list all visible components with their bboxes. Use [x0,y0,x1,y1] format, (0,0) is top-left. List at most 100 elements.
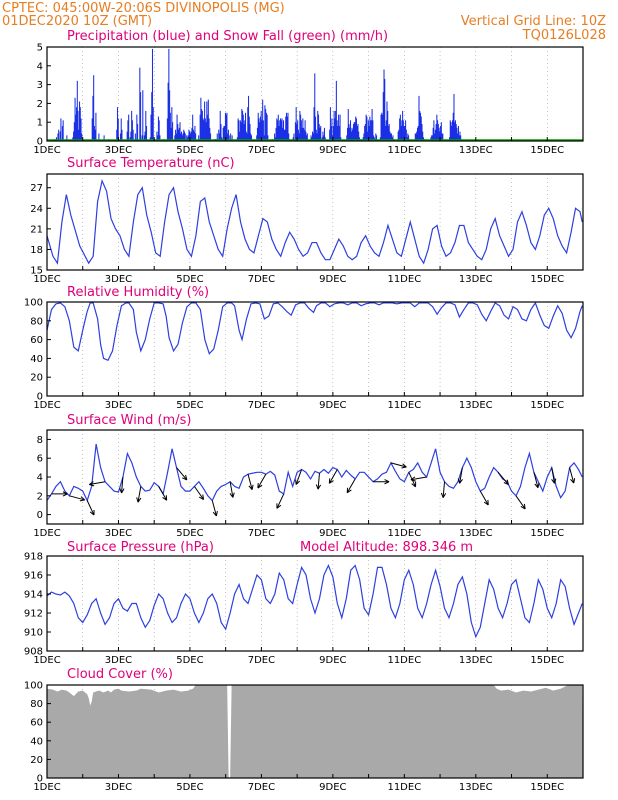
precip-bar [189,133,191,141]
x-tick-label: 3DEC [105,274,132,285]
x-tick-label: 3DEC [105,528,132,539]
precip-bar [285,116,287,141]
precip-bar [419,110,421,141]
precip-bar [406,137,408,141]
precip-bar [174,135,176,141]
precip-bar [457,133,459,141]
precip-bar [62,120,64,141]
precip-bar [120,118,122,141]
precip-bar [239,120,241,141]
precip-bar [390,133,392,141]
precip-bar [440,125,442,141]
precip-bar [297,129,299,141]
temp-line [46,178,583,265]
precip-bar [335,80,337,141]
wind-arrow [257,473,267,489]
precip-bar [313,107,315,141]
precip-bar [218,129,220,141]
x-tick-label: 3DEC [105,400,132,411]
y-tick-label: 80 [30,316,43,327]
precip-bar [250,133,252,141]
wind-arrow [121,476,124,493]
precip-bar [301,127,303,141]
precip-bar [278,125,280,141]
precip-bar [172,122,174,141]
precip-bar [260,110,262,141]
wind-arrowhead [410,476,416,482]
x-tick-label: 1DEC [33,782,60,793]
precip-bar [200,97,202,141]
precip-bar [204,101,206,141]
x-tick-label: 5DEC [176,655,203,666]
precip-bar [66,135,68,141]
precip-bar [219,110,221,141]
precip-bar [128,114,130,141]
precip-bar [91,118,93,141]
header-grid-note: Vertical Grid Line: 10Z [461,14,606,29]
precip-bar [140,92,142,141]
precip-bar [304,120,306,141]
precip-panel: 0 1 2 3 4 5 1DEC 3DEC 5DEC 7DEC 9DEC 11DEC 13DEC 15DE… [33,43,584,156]
wind-arrowhead [328,478,334,484]
precip-bar [167,82,169,141]
precip-bar [457,125,459,141]
x-tick-label: 5DEC [176,274,203,285]
precip-bar [237,118,239,141]
precip-bar [265,112,267,141]
x-tick-label: 13DEC [459,655,493,666]
precip-bar [230,133,232,141]
wind-arrowhead [136,497,142,503]
precip-bar [207,99,209,141]
x-tick-label: 7DEC [248,655,275,666]
precip-bar [129,137,131,141]
precip-bar [382,92,384,141]
precip-bar [195,133,197,141]
precip-bar [262,99,264,141]
precip-bar [315,129,317,141]
precip-bar [157,116,159,141]
wind-arrow [211,500,217,517]
precip-bar [379,137,381,141]
precip-bar [321,137,323,141]
precip-bar [210,133,212,141]
precip-bar [347,109,349,141]
precip-bar [141,135,143,141]
precip-bar [248,116,250,141]
precip-bar [452,112,454,141]
precip-bar [77,110,79,141]
precip-bar [422,137,424,141]
precip-bar [194,125,196,141]
precip-bar [449,120,451,141]
precip-bar [281,118,283,141]
precip-bar [259,116,261,141]
wind-arrow [317,473,320,490]
y-tick-label: 2 [37,99,43,110]
y-tick-label: 5 [37,43,43,54]
wind-arrow [346,478,356,493]
wind-arrow [459,467,463,484]
precip-bar [116,107,119,141]
wind-arrowhead [295,479,301,485]
precip-bar [79,101,81,141]
wind-line [46,443,583,503]
precip-bar [439,131,441,141]
wind-arrow [229,481,234,498]
wind-title: Surface Wind (m/s) [67,413,191,428]
x-tick-label: 7DEC [248,145,275,156]
precip-bar [76,107,78,141]
precip-bar [317,114,320,141]
temp-title: Surface Temperature (nC) [67,156,235,171]
precip-bar [352,124,355,141]
precip-bar [241,109,243,141]
precip-bar [358,131,360,141]
precip-bar [264,105,266,141]
y-tick-label: 15 [30,266,43,277]
y-tick-label: 40 [30,736,43,747]
precip-bar [456,127,458,141]
precip-frame [46,46,584,142]
precip-bar [333,110,335,141]
precip-bar [353,122,355,141]
wind-arrowhead [162,495,168,501]
precip-bar [371,109,373,141]
x-tick-label: 7DEC [248,528,275,539]
